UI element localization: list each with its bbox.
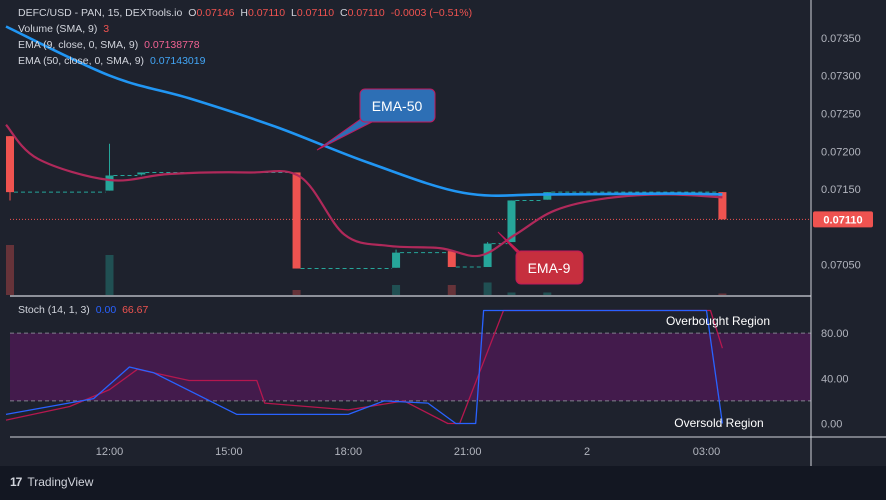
tradingview-icon: 17 <box>10 475 22 489</box>
stoch-tick-label: 80.00 <box>821 328 849 340</box>
legend-main: DEFC/USD - PAN, 15, DEXTools.io O0.07146… <box>18 7 475 19</box>
price-tick-label: 0.07150 <box>821 184 861 196</box>
volume-bar <box>507 292 516 295</box>
ema9-value: 0.07138778 <box>144 39 200 51</box>
tradingview-brand: TradingView <box>27 475 94 489</box>
legend-ema9: EMA (9, close, 0, SMA, 9) 0.07138778 <box>18 39 203 51</box>
stoch-k-value: 0.00 <box>95 304 117 316</box>
footer <box>0 466 886 500</box>
candle-body <box>447 251 456 268</box>
stoch-d-value: 66.67 <box>122 304 149 316</box>
ema9-callout-box <box>515 250 584 285</box>
price-tick-label: 0.07050 <box>821 260 861 272</box>
time-tick-label: 18:00 <box>335 446 363 458</box>
volume-bar <box>392 285 401 295</box>
candle-body <box>718 192 727 220</box>
stoch-tick-label: 40.00 <box>821 373 849 385</box>
candle-body <box>292 172 301 269</box>
oversold-label: Oversold Region <box>674 416 763 430</box>
stoch-label: Stoch (14, 1, 3) <box>18 304 90 316</box>
ema50-callout-box <box>359 88 436 123</box>
chart-canvas[interactable]: 0.07350 0.07300 0.07250 0.07200 0.07150 0.070… <box>0 0 886 466</box>
legend-ema50: EMA (50, close, 0, SMA, 9) 0.07143019 <box>18 55 208 67</box>
candle-body <box>105 175 114 191</box>
time-tick-label: 15:00 <box>215 446 243 458</box>
volume-bar <box>543 292 552 295</box>
legend-o-value: 0.07146 <box>196 7 235 19</box>
volume-bar <box>292 290 301 295</box>
candle-body <box>483 243 492 268</box>
candle-body <box>543 192 552 200</box>
time-tick-label: 2 <box>584 446 590 458</box>
legend-o-label: O <box>188 7 197 19</box>
legend-h-label: H <box>240 7 248 19</box>
ema50-line <box>5 25 723 197</box>
time-tick-label: 12:00 <box>96 446 124 458</box>
price-tick-label: 0.07350 <box>821 33 861 45</box>
stoch-k-line <box>5 309 724 425</box>
candle-body <box>507 200 516 243</box>
legend-symbol: DEFC/USD - PAN, 15, DEXTools.io <box>18 7 183 19</box>
ema50-callout-label: EMA-50 <box>372 98 423 114</box>
ema9-callout-label: EMA-9 <box>528 260 571 276</box>
overbought-label: Overbought Region <box>666 314 770 328</box>
candle-body <box>6 136 14 193</box>
volume-label: Volume (SMA, 9) <box>18 23 98 35</box>
volume-bar <box>483 282 492 295</box>
time-tick-label: 21:00 <box>454 446 482 458</box>
volume-bar <box>105 255 114 295</box>
tradingview-logo[interactable]: 17 TradingView <box>10 475 93 489</box>
legend-stoch: Stoch (14, 1, 3) 0.00 66.67 <box>18 304 151 316</box>
ema9-line <box>5 124 723 258</box>
stoch-d-line <box>5 309 724 425</box>
legend-c-value: 0.07110 <box>347 7 385 19</box>
price-tick-label: 0.07300 <box>821 71 861 83</box>
ema50-value: 0.07143019 <box>149 55 206 67</box>
legend-change: -0.0003 (−0.51%) <box>390 7 473 19</box>
time-tick-label: 03:00 <box>693 446 721 458</box>
legend-h-value: 0.07110 <box>247 7 286 19</box>
ema50-label: EMA (50, close, 0, SMA, 9) <box>18 55 145 67</box>
stoch-band-fill <box>10 333 811 401</box>
legend-l-value: 0.07110 <box>296 7 335 19</box>
last-price-tag-label: 0.07110 <box>823 214 862 226</box>
volume-bar <box>718 293 727 295</box>
ema9-label: EMA (9, close, 0, SMA, 9) <box>18 39 139 51</box>
candle-body <box>392 252 401 268</box>
price-tick-label: 0.07250 <box>821 108 861 120</box>
last-price-tag <box>813 211 873 228</box>
volume-value: 3 <box>103 23 110 35</box>
legend-l-label: L <box>291 7 297 19</box>
volume-bar <box>447 285 456 295</box>
volume-bar <box>6 245 14 295</box>
candle-body <box>137 172 146 175</box>
stoch-tick-label: 0.00 <box>821 418 842 430</box>
price-tick-label: 0.07200 <box>821 146 861 158</box>
legend-volume: Volume (SMA, 9) 3 <box>18 23 112 35</box>
legend-c-label: C <box>340 7 348 19</box>
